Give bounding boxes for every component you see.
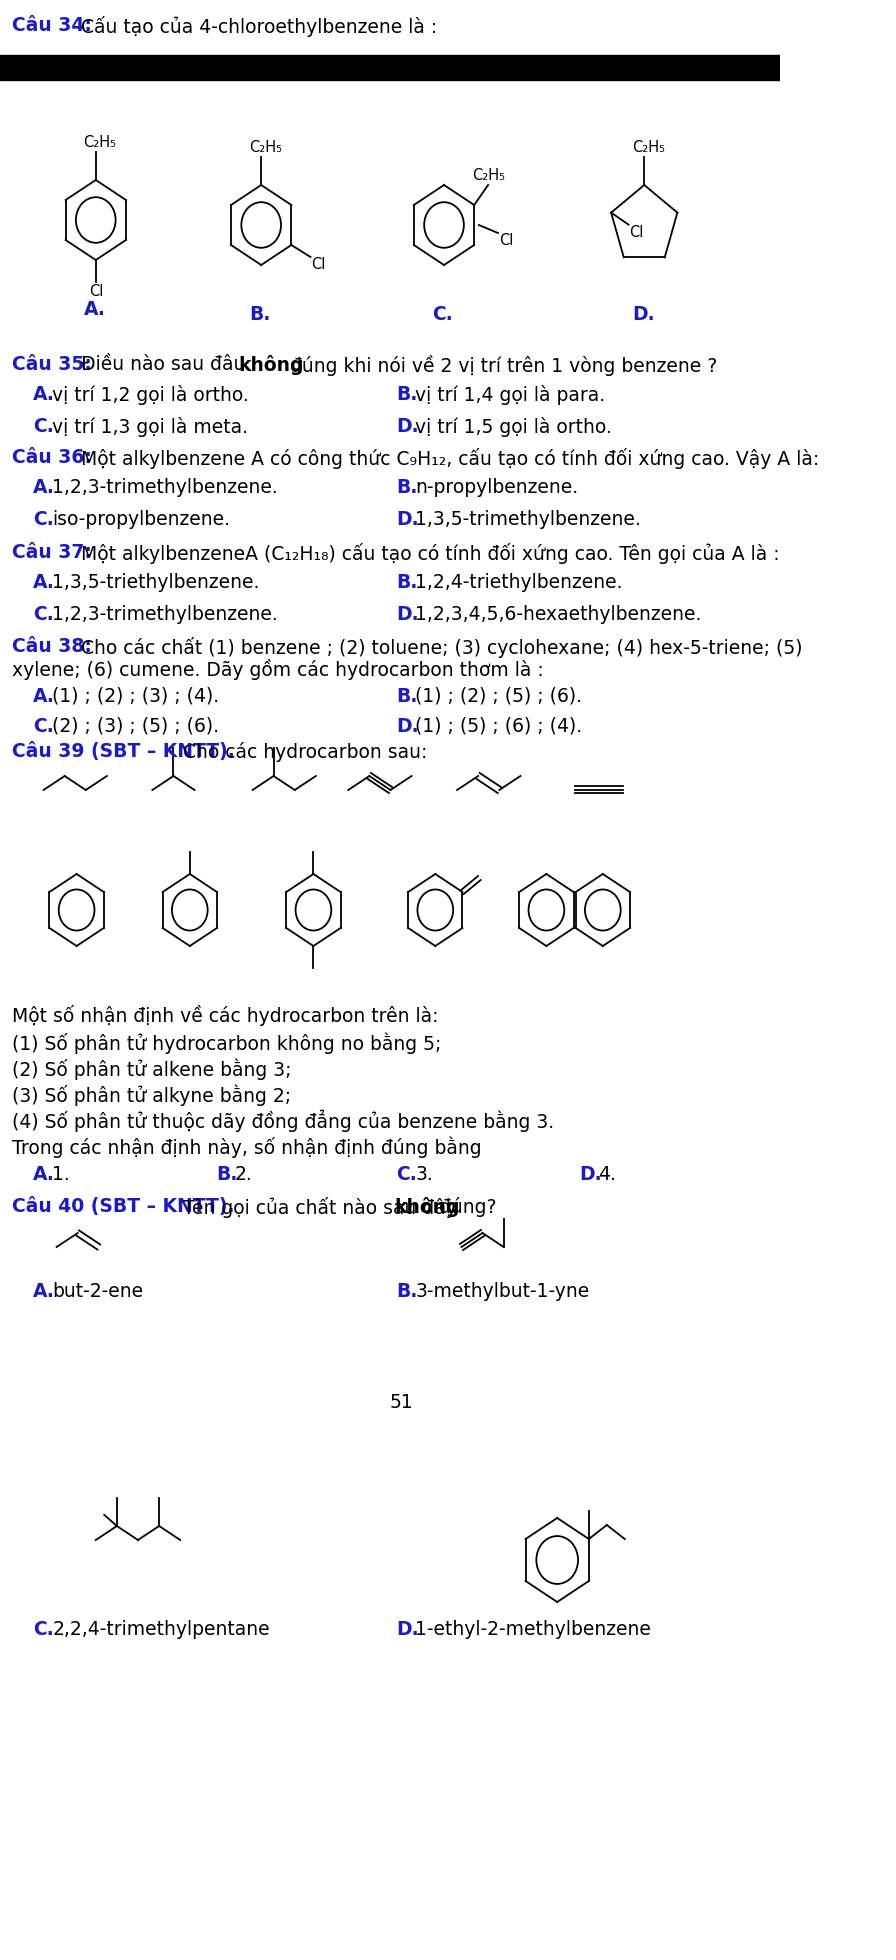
Bar [0,55,780,80]
Text: Câu 39 (SBT – KNTT).: Câu 39 (SBT – KNTT). [13,743,235,760]
Text: Cho các chất (1) benzene ; (2) toluene; (3) cyclohexane; (4) hex-5-triene; (5): Cho các chất (1) benzene ; (2) toluene; … [81,637,803,659]
Text: Câu 35:: Câu 35: [13,355,92,374]
Text: C.: C. [33,417,54,435]
Text: Một alkylbenzeneA (C₁₂H₁₈) cấu tạo có tính đối xứng cao. Tên gọi của A là :: Một alkylbenzeneA (C₁₂H₁₈) cấu tạo có tí… [81,543,780,564]
Text: 2.: 2. [235,1164,253,1184]
Text: (2) Số phân tử alkene bằng 3;: (2) Số phân tử alkene bằng 3; [13,1058,292,1080]
Text: A.: A. [33,478,55,498]
Text: A.: A. [33,572,55,592]
Text: (1) ; (2) ; (5) ; (6).: (1) ; (2) ; (5) ; (6). [415,688,582,706]
Text: A.: A. [33,384,55,404]
Text: D.: D. [396,510,418,529]
Text: C₂H₅: C₂H₅ [83,135,116,151]
Text: 1,2,3,4,5,6-hexaethylbenzene.: 1,2,3,4,5,6-hexaethylbenzene. [415,606,702,623]
Text: D.: D. [396,606,418,623]
Text: D.: D. [396,1621,418,1639]
Text: vị trí 1,4 gọi là para.: vị trí 1,4 gọi là para. [415,384,606,406]
Text: (1) Số phân tử hydrocarbon không no bằng 5;: (1) Số phân tử hydrocarbon không no bằng… [13,1033,442,1053]
Text: B.: B. [396,688,418,706]
Text: D.: D. [579,1164,601,1184]
Text: Cl: Cl [629,225,644,239]
Text: A.: A. [83,300,106,319]
Text: đúng khi nói về 2 vị trí trên 1 vòng benzene ?: đúng khi nói về 2 vị trí trên 1 vòng ben… [290,355,717,376]
Text: Một alkylbenzene A có công thức C₉H₁₂, cấu tạo có tính đối xứng cao. Vậy A là:: Một alkylbenzene A có công thức C₉H₁₂, c… [81,449,819,468]
Text: Câu 37:: Câu 37: [13,543,92,563]
Text: không: không [238,355,304,374]
Text: vị trí 1,3 gọi là meta.: vị trí 1,3 gọi là meta. [52,417,248,437]
Text: (4) Số phân tử thuộc dãy đồng đẳng của benzene bằng 3.: (4) Số phân tử thuộc dãy đồng đẳng của b… [13,1109,555,1133]
Text: vị trí 1,2 gọi là ortho.: vị trí 1,2 gọi là ortho. [52,384,249,406]
Text: Điều nào sau đâu: Điều nào sau đâu [81,355,252,374]
Text: 1,3,5-trimethylbenzene.: 1,3,5-trimethylbenzene. [415,510,641,529]
Text: Cấu tạo của 4-chloroethylbenzene là :: Cấu tạo của 4-chloroethylbenzene là : [81,16,437,37]
Text: B.: B. [396,1282,418,1301]
Text: (1) ; (5) ; (6) ; (4).: (1) ; (5) ; (6) ; (4). [415,717,582,737]
Text: B.: B. [216,1164,237,1184]
Text: 1,2,3-trimethylbenzene.: 1,2,3-trimethylbenzene. [52,606,278,623]
Text: C.: C. [33,606,54,623]
Text: C₂H₅: C₂H₅ [249,139,282,155]
Text: C.: C. [33,717,54,737]
Text: D.: D. [632,306,655,323]
Text: but-2-ene: but-2-ene [52,1282,143,1301]
Text: B.: B. [396,478,418,498]
Text: 4.: 4. [599,1164,616,1184]
Text: Cl: Cl [312,257,326,272]
Text: B.: B. [396,384,418,404]
Text: A.: A. [33,688,55,706]
Text: D.: D. [396,717,418,737]
Text: Tên gọi của chất nào sau đây: Tên gọi của chất nào sau đây [183,1198,462,1217]
Text: C.: C. [396,1164,417,1184]
Text: 1-ethyl-2-methylbenzene: 1-ethyl-2-methylbenzene [415,1621,651,1639]
Text: Một số nhận định về các hydrocarbon trên là:: Một số nhận định về các hydrocarbon trên… [13,1005,439,1025]
Text: C₂H₅: C₂H₅ [632,139,665,155]
Text: 3-methylbut-1-yne: 3-methylbut-1-yne [415,1282,590,1301]
Text: Câu 36:: Câu 36: [13,449,92,466]
Text: B.: B. [249,306,271,323]
Text: (2) ; (3) ; (5) ; (6).: (2) ; (3) ; (5) ; (6). [52,717,220,737]
Text: 1,2,3-trimethylbenzene.: 1,2,3-trimethylbenzene. [52,478,278,498]
Text: Cho các hydrocarbon sau:: Cho các hydrocarbon sau: [183,743,427,762]
Text: C.: C. [33,1621,54,1639]
Text: D.: D. [396,417,418,435]
Text: Câu 40 (SBT – KNTT).: Câu 40 (SBT – KNTT). [13,1198,235,1215]
Text: 1,2,4-triethylbenzene.: 1,2,4-triethylbenzene. [415,572,623,592]
Text: vị trí 1,5 gọi là ortho.: vị trí 1,5 gọi là ortho. [415,417,612,437]
Text: 3.: 3. [415,1164,433,1184]
Text: không: không [394,1198,460,1217]
Text: iso-propylbenzene.: iso-propylbenzene. [52,510,230,529]
Text: (3) Số phân tử alkyne bằng 2;: (3) Số phân tử alkyne bằng 2; [13,1084,291,1105]
Text: Trong các nhận định này, số nhận định đúng bằng: Trong các nhận định này, số nhận định đú… [13,1137,482,1158]
Text: B.: B. [396,572,418,592]
Text: 51: 51 [390,1394,414,1411]
Text: 1.: 1. [52,1164,70,1184]
Text: C.: C. [432,306,452,323]
Text: đúng?: đúng? [439,1198,496,1217]
Text: C.: C. [33,510,54,529]
Text: Câu 38:: Câu 38: [13,637,92,657]
Text: (1) ; (2) ; (3) ; (4).: (1) ; (2) ; (3) ; (4). [52,688,220,706]
Text: A.: A. [33,1164,55,1184]
Text: C₂H₅: C₂H₅ [472,169,505,182]
Text: Cl: Cl [89,284,103,300]
Text: Câu 34:: Câu 34: [13,16,92,35]
Text: 1,3,5-triethylbenzene.: 1,3,5-triethylbenzene. [52,572,260,592]
Text: n-propylbenzene.: n-propylbenzene. [415,478,579,498]
Text: 2,2,4-trimethylpentane: 2,2,4-trimethylpentane [52,1621,270,1639]
Text: A.: A. [33,1282,55,1301]
Text: Cl: Cl [499,233,513,249]
Text: xylene; (6) cumene. Dãy gồm các hydrocarbon thơm là :: xylene; (6) cumene. Dãy gồm các hydrocar… [13,659,544,680]
